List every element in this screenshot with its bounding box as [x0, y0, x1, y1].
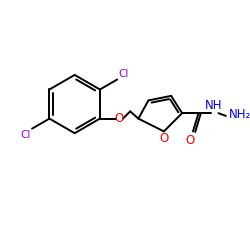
Text: O: O	[159, 132, 168, 145]
Text: O: O	[115, 112, 124, 125]
Text: NH₂: NH₂	[228, 108, 250, 122]
Text: Cl: Cl	[118, 68, 128, 78]
Text: Cl: Cl	[21, 130, 31, 140]
Text: NH: NH	[205, 99, 223, 112]
Text: O: O	[186, 134, 195, 147]
